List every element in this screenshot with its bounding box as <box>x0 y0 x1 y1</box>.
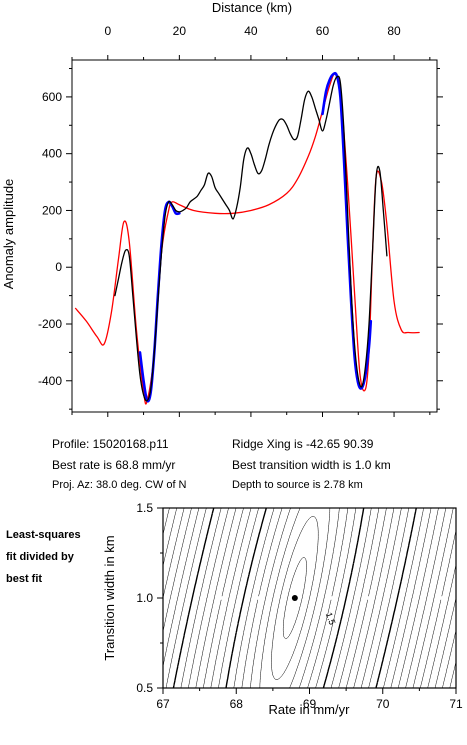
profile-y-axis-label: Anomaly amplitude <box>1 179 16 290</box>
profile-x-tick-label: 60 <box>316 24 330 38</box>
profile-y-tick-label: 400 <box>42 147 62 161</box>
contour-y-tick-label: 0.5 <box>136 681 153 695</box>
contour-x-tick-label: 68 <box>230 697 244 711</box>
profile-x-tick-label: 40 <box>244 24 258 38</box>
misfit-contours: 1.5 <box>162 507 457 689</box>
best-fit-point <box>291 595 298 601</box>
depth-info: Depth to source is 2.78 km <box>232 479 363 491</box>
contour-line <box>442 630 457 689</box>
profile-y-tick-label: -200 <box>38 317 62 331</box>
profile-y-tick-label: 600 <box>42 90 62 104</box>
profile-x-tick-label: 0 <box>104 24 111 38</box>
contour-line <box>225 507 365 689</box>
contour-x-axis-label: Rate in mm/yr <box>269 702 351 717</box>
contour-y-tick-label: 1.5 <box>136 501 153 515</box>
contour-line <box>162 507 457 689</box>
contour-line <box>180 507 410 689</box>
contour-line <box>172 507 417 689</box>
profile-plot-frame <box>71 59 438 413</box>
contour-x-tick-label: 71 <box>449 697 463 711</box>
contour-y-ticks: 0.5 1.0 1.5 <box>136 501 163 695</box>
contour-line <box>282 556 307 640</box>
misfit-contour-plot: 1.5 67 68 69 70 71 0.5 1.0 1.5 Rate in mm/yr T… <box>102 501 463 717</box>
proj-az-info: Proj. Az: 38.0 deg. CW of N <box>52 479 187 491</box>
contour-description-line: fit divided by <box>6 551 74 563</box>
contour-line <box>427 564 457 689</box>
profile-y-tick-label: 0 <box>55 260 62 274</box>
contour-line <box>233 507 357 689</box>
contour-label: 1.5 <box>324 611 338 626</box>
contour-line <box>259 507 331 689</box>
best-transition-info: Best transition width is 1.0 km <box>232 458 391 472</box>
contour-line <box>162 507 432 689</box>
ridge-xing-info: Ridge Xing is -42.65 90.39 <box>232 437 374 451</box>
profile-series-line-fit <box>321 71 373 390</box>
contour-line <box>449 661 457 689</box>
contour-line <box>162 507 447 689</box>
contour-line <box>210 507 380 689</box>
profile-series <box>74 71 420 405</box>
profile-y-tick-label: -400 <box>38 374 62 388</box>
contour-line <box>218 507 372 689</box>
contour-x-ticks: 67 68 69 70 71 <box>156 688 463 711</box>
contour-line <box>250 507 340 689</box>
profile-x-axis-label: Distance (km) <box>212 0 292 15</box>
profile-info: Profile: 15020168.p11 <box>52 437 169 451</box>
contour-line <box>188 507 402 689</box>
best-rate-info: Best rate is 68.8 mm/yr <box>52 458 176 472</box>
anomaly-profile-plot: 0 20 40 60 80 -400 -200 0 200 400 600 Distance (k… <box>1 0 443 417</box>
contour-line <box>271 516 319 680</box>
contour-x-tick-label: 70 <box>376 697 390 711</box>
contour-x-tick-label: 67 <box>156 697 170 711</box>
contour-line <box>434 597 457 689</box>
contour-y-axis-label: Transition width in km <box>102 535 117 660</box>
profile-y-tick-label: 200 <box>42 203 62 217</box>
profile-series-line-observed <box>114 75 388 402</box>
contour-y-tick-label: 1.0 <box>136 591 153 605</box>
contour-line <box>241 507 349 689</box>
profile-x-ticks: 0 20 40 60 80 <box>71 24 431 417</box>
contour-x-tick-label: 69 <box>303 697 317 711</box>
contour-line <box>162 507 439 689</box>
profile-x-tick-label: 80 <box>387 24 401 38</box>
profile-x-tick-label: 20 <box>173 24 187 38</box>
contour-line <box>162 507 454 689</box>
profile-y-ticks: -400 -200 0 200 400 600 <box>38 68 443 410</box>
contour-line <box>165 507 424 689</box>
contour-description: Least-squares fit divided by best fit <box>6 524 81 590</box>
contour-description-line: best fit <box>6 573 43 585</box>
contour-description-line: Least-squares <box>6 529 81 541</box>
